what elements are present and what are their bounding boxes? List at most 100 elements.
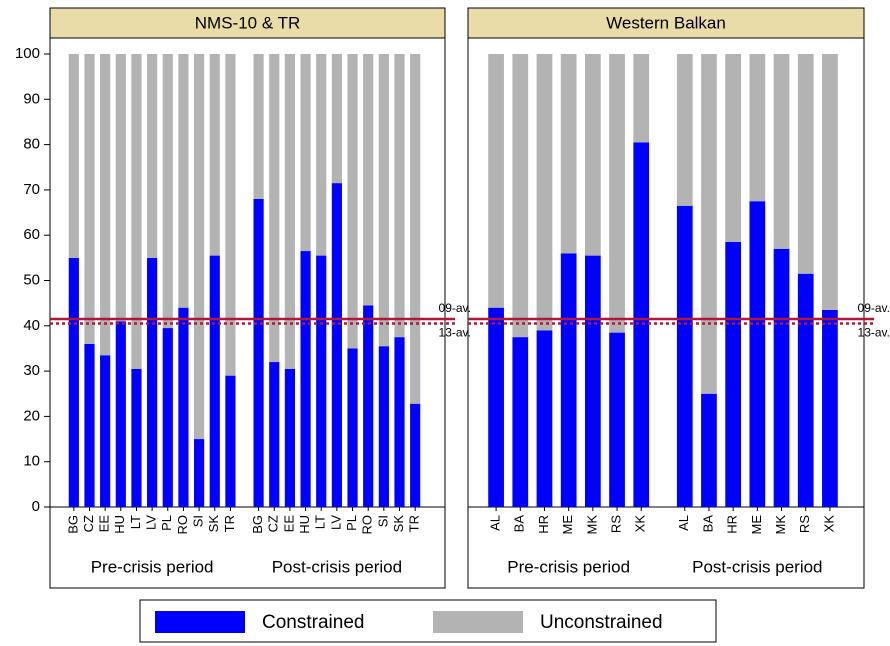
x-tick-label: BG: [65, 515, 80, 534]
x-tick-label: AL: [676, 515, 691, 531]
bar-segment: [378, 54, 389, 347]
x-tick-label: HR: [536, 515, 551, 534]
group-label: Post-crisis period: [692, 557, 822, 576]
bar-segment: [284, 368, 295, 507]
bar-segment: [131, 368, 142, 507]
x-tick-label: PL: [344, 515, 359, 531]
bar-segment: [209, 54, 220, 256]
x-tick-label: RS: [797, 515, 812, 533]
bar-segment: [162, 328, 173, 507]
bar-segment: [115, 321, 126, 507]
x-tick-label: LT: [313, 515, 328, 529]
y-tick-label: 50: [23, 271, 40, 288]
bar-segment: [410, 403, 421, 507]
bar-segment: [162, 54, 173, 329]
x-tick-label: SK: [206, 515, 221, 533]
bar-segment: [609, 332, 625, 507]
bar-segment: [100, 355, 111, 507]
x-tick-label: EE: [281, 515, 296, 533]
panel-header: [49, 7, 446, 39]
bar-segment: [316, 255, 327, 507]
x-tick-label: LT: [128, 515, 143, 529]
y-tick-label: 90: [23, 90, 40, 107]
bar-segment: [347, 348, 358, 507]
bar-segment: [225, 54, 236, 376]
legend-swatch: [433, 611, 523, 633]
bar-segment: [394, 54, 405, 338]
legend-label: Constrained: [262, 612, 364, 633]
bar-segment: [676, 205, 693, 507]
x-tick-label: ME: [560, 515, 575, 535]
bar-segment: [300, 251, 311, 507]
y-tick-label: 40: [23, 317, 40, 334]
bar-segment: [115, 54, 126, 322]
x-tick-label: XK: [633, 515, 648, 533]
x-tick-label: HU: [112, 515, 127, 534]
panel-title: Western Balkan: [606, 13, 726, 32]
x-tick-label: TR: [407, 515, 422, 532]
x-tick-label: RS: [608, 515, 623, 533]
bar-segment: [797, 54, 814, 274]
bar-segment: [584, 255, 601, 507]
bar-segment: [331, 183, 342, 508]
bar-segment: [178, 54, 189, 308]
x-tick-label: TR: [222, 515, 237, 532]
bar-segment: [68, 54, 79, 258]
x-tick-label: MK: [773, 515, 788, 535]
bar-segment: [68, 257, 79, 507]
x-tick-label: SI: [191, 515, 206, 527]
bar-segment: [701, 54, 717, 394]
legend-swatch: [155, 611, 245, 633]
x-tick-label: MK: [584, 515, 599, 535]
x-tick-label: XK: [821, 515, 836, 533]
bar-segment: [178, 307, 189, 507]
x-tick-label: RO: [175, 515, 190, 535]
bar-segment: [194, 439, 205, 507]
bar-segment: [701, 393, 717, 507]
bar-segment: [131, 54, 142, 369]
bar-segment: [609, 54, 625, 333]
x-tick-label: PL: [159, 515, 174, 531]
y-tick-label: 0: [32, 498, 40, 515]
x-tick-label: BA: [700, 515, 715, 533]
x-tick-label: BG: [250, 515, 265, 534]
bar-segment: [84, 343, 95, 507]
bar-segment: [749, 201, 766, 507]
reference-label: 09-av.: [858, 301, 890, 315]
reference-label: 09-av.: [439, 301, 471, 315]
bar-segment: [147, 54, 158, 258]
panel-title: NMS-10 & TR: [195, 13, 301, 32]
bar-segment: [488, 307, 504, 507]
bar-segment: [253, 54, 264, 199]
bar-segment: [773, 248, 790, 508]
bar-segment: [378, 346, 389, 507]
group-label: Pre-crisis period: [91, 557, 214, 576]
bar-segment: [512, 337, 529, 507]
x-tick-label: BA: [512, 515, 527, 533]
legend-label: Unconstrained: [540, 612, 663, 633]
x-tick-label: EE: [97, 515, 112, 533]
bar-segment: [394, 337, 405, 507]
bar-segment: [676, 54, 693, 206]
bar-segment: [363, 54, 374, 306]
bar-segment: [225, 375, 236, 507]
y-tick-label: 10: [23, 453, 40, 470]
bar-segment: [822, 54, 838, 310]
x-tick-label: CZ: [266, 515, 281, 532]
x-tick-label: SK: [391, 515, 406, 533]
bar-segment: [100, 54, 111, 356]
bar-segment: [488, 54, 504, 308]
panel-header: [467, 7, 865, 39]
x-tick-label: RO: [360, 515, 375, 535]
bar-segment: [536, 54, 553, 331]
reference-label: 13-av.: [858, 326, 890, 340]
bar-segment: [300, 54, 311, 252]
x-tick-label: SI: [375, 515, 390, 527]
bar-segment: [560, 54, 577, 254]
group-label: Post-crisis period: [272, 557, 402, 576]
bar-segment: [147, 257, 158, 507]
y-tick-label: 20: [23, 407, 40, 424]
bar-segment: [725, 54, 742, 242]
bar-segment: [84, 54, 95, 344]
